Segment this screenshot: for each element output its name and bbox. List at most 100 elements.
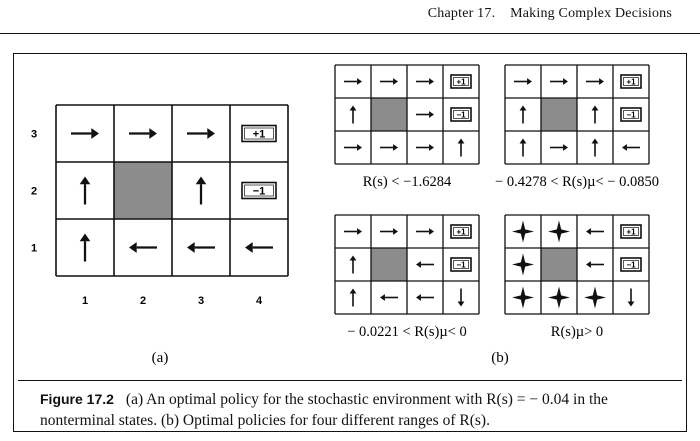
arrow-right-icon	[380, 228, 398, 235]
grid-cell-r2-c1	[56, 162, 114, 219]
terminal-minus-one-text: −1	[456, 260, 466, 269]
grid-cell-r1-c3	[407, 215, 443, 248]
terminal-minus-one: −1	[620, 257, 642, 272]
arrow-right-icon	[586, 78, 604, 85]
policy-grid-3-caption: − 0.0221 < R(s)µ< 0	[347, 324, 466, 340]
grid-cell-r3-c3	[172, 219, 230, 276]
grid-cell-r2-c1	[335, 248, 371, 281]
header-rule	[0, 33, 700, 34]
arrow-right-icon	[416, 78, 434, 85]
arrow-right-icon	[416, 228, 434, 235]
terminal-minus-one-text: −1	[456, 110, 466, 119]
terminal-plus-one: +1	[620, 224, 642, 239]
terminal-plus-one: +1	[450, 224, 472, 239]
grid-cell-r2-c2	[371, 98, 407, 131]
panel-a-label: (a)	[152, 350, 169, 366]
all-actions-star-icon	[548, 286, 570, 309]
terminal-minus-one-text: −1	[626, 110, 636, 119]
row-label-3: 3	[31, 129, 37, 141]
terminal-minus-one: −1	[620, 107, 642, 122]
grid-cell-r1-c2	[371, 65, 407, 98]
grid-cell-r2-c2	[541, 248, 577, 281]
arrow-left-icon	[245, 242, 273, 253]
policy-grid-4: +1 −1 R(s)µ> 0	[504, 214, 650, 340]
terminal-plus-one-text: +1	[253, 128, 266, 140]
arrow-up-icon	[591, 105, 599, 124]
grid-cell-r2-c1	[505, 248, 541, 281]
grid-cell-r2-c3	[577, 248, 613, 281]
grid-cell-r1-c1	[335, 65, 371, 98]
grid-cell-r3-c3	[577, 281, 613, 314]
caption-label: Figure 17.2	[40, 391, 114, 407]
grid-cell-r1-c1	[56, 105, 114, 162]
caption-rule	[18, 380, 682, 381]
grid-cell-r3-c2	[541, 281, 577, 314]
figure-caption: Figure 17.2 (a) An optimal policy for the…	[40, 389, 680, 431]
arrow-right-icon	[129, 128, 157, 139]
arrow-left-icon	[622, 144, 640, 151]
grid-cell-r1-c1	[335, 215, 371, 248]
arrow-up-icon	[79, 176, 91, 205]
grid-cell-r1-c3	[577, 65, 613, 98]
grid-cell-r3-c2	[541, 131, 577, 164]
grid-cell-r3-c4	[230, 219, 288, 276]
arrow-left-icon	[187, 242, 215, 253]
chapter-number: Chapter 17.	[427, 6, 496, 21]
arrow-right-icon	[514, 78, 532, 85]
col-label-4: 4	[256, 295, 263, 307]
grid-cell-r2-c1	[335, 98, 371, 131]
arrow-left-icon	[586, 261, 604, 268]
terminal-minus-one: −1	[241, 181, 277, 200]
col-label-1: 1	[82, 295, 88, 307]
col-label-3: 3	[198, 295, 204, 307]
grid-cell-r1-c3	[172, 105, 230, 162]
grid-cell-r1-c4: +1	[443, 215, 479, 248]
figure-frame	[13, 53, 687, 432]
arrow-down-icon	[457, 288, 465, 307]
grid-cell-r3-c3	[577, 131, 613, 164]
policy-grid-3: +1 −1 − 0.0221 < R(s)µ< 0	[334, 214, 480, 340]
arrow-up-icon	[519, 105, 527, 124]
terminal-plus-one-text: +1	[456, 77, 466, 86]
all-actions-star-icon	[584, 286, 606, 309]
grid-cell-r3-c2	[114, 219, 172, 276]
grid-cell-r1-c4: +1	[613, 65, 649, 98]
policy-grid-2-caption: − 0.4278 < R(s)µ< − 0.0850	[495, 174, 659, 190]
arrow-up-icon	[195, 176, 207, 205]
grid-cell-r3-c2	[371, 281, 407, 314]
all-actions-star-icon	[512, 253, 534, 276]
arrow-right-icon	[71, 128, 99, 139]
grid-cell-r1-c2	[541, 215, 577, 248]
grid-cell-r3-c1	[505, 281, 541, 314]
all-actions-star-icon	[512, 286, 534, 309]
panel-a: +1 −1 3 2 1 1 2 3 4	[31, 104, 289, 307]
terminal-minus-one: −1	[450, 257, 472, 272]
grid-cell-r2-c3	[407, 98, 443, 131]
arrow-right-icon	[416, 144, 434, 151]
grid-cell-r2-c1	[505, 98, 541, 131]
grid-cell-r2-c2	[114, 162, 172, 219]
arrow-right-icon	[344, 228, 362, 235]
terminal-plus-one-text: +1	[626, 77, 636, 86]
row-label-2: 2	[31, 186, 37, 198]
grid-cell-r1-c1	[505, 65, 541, 98]
grid-cell-r1-c2	[541, 65, 577, 98]
grid-cell-r2-c4: −1	[230, 162, 288, 219]
grid-cell-r2-c3	[577, 98, 613, 131]
grid-cell-r3-c4	[443, 281, 479, 314]
arrow-right-icon	[380, 144, 398, 151]
arrow-left-icon	[380, 294, 398, 301]
chapter-title: Making Complex Decisions	[510, 6, 672, 21]
grid-cell-r1-c4: +1	[230, 105, 288, 162]
grid-cell-r1-c1	[505, 215, 541, 248]
grid-cell-r3-c4	[613, 281, 649, 314]
running-head: Chapter 17. Making Complex Decisions	[428, 6, 672, 22]
grid-cell-r3-c4	[443, 131, 479, 164]
terminal-minus-one-text: −1	[253, 185, 266, 197]
all-actions-star-icon	[548, 220, 570, 243]
terminal-minus-one-text: −1	[626, 260, 636, 269]
arrow-left-icon	[416, 261, 434, 268]
terminal-minus-one: −1	[450, 107, 472, 122]
grid-cell-r2-c4: −1	[613, 98, 649, 131]
policy-grid-4-caption: R(s)µ> 0	[551, 324, 603, 340]
